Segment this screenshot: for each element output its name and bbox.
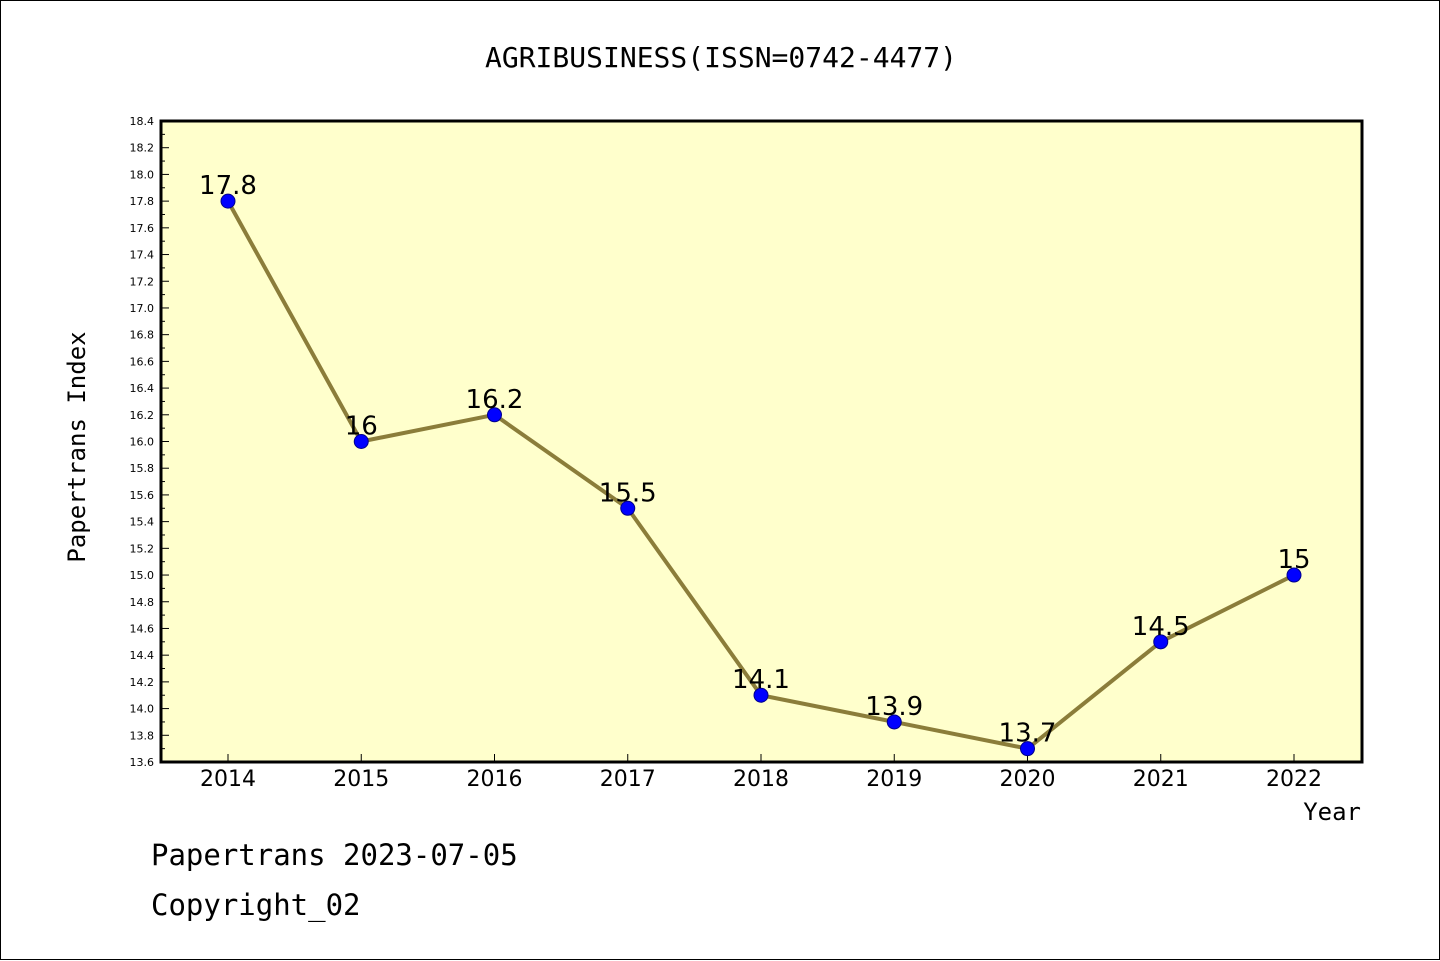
y-tick-label: 17.8 xyxy=(130,195,155,208)
y-tick-label: 17.2 xyxy=(130,275,155,288)
x-tick-label: 2021 xyxy=(1133,767,1189,792)
data-point xyxy=(1286,567,1302,583)
data-point xyxy=(220,193,236,209)
data-point xyxy=(1153,634,1169,650)
footer-date: Papertrans 2023-07-05 xyxy=(151,838,518,872)
y-tick-label: 14.6 xyxy=(130,622,155,635)
y-tick-label: 15.2 xyxy=(130,542,155,555)
y-tick-label: 14.4 xyxy=(130,649,155,662)
y-tick-label: 17.6 xyxy=(130,222,155,235)
data-label: 15 xyxy=(1277,545,1310,575)
x-tick-label: 2018 xyxy=(733,767,789,792)
data-label: 16.2 xyxy=(466,385,524,415)
data-label: 14.1 xyxy=(732,665,790,695)
data-point xyxy=(753,687,769,703)
data-label: 17.8 xyxy=(199,171,257,201)
chart-title: AGRIBUSINESS(ISSN=0742-4477) xyxy=(485,41,957,74)
data-label: 14.5 xyxy=(1132,612,1190,642)
data-point xyxy=(886,714,902,730)
y-tick-label: 16.8 xyxy=(130,329,155,342)
y-axis: 13.6 13.8 14.0 14.2 14.4 14.6 14.8 15.0 15.2 15.4… xyxy=(130,115,169,769)
series-layer xyxy=(220,193,1302,757)
x-axis-label: Year xyxy=(1303,798,1361,826)
y-axis-label: Papertrans Index xyxy=(63,331,91,562)
y-tick-label: 14.0 xyxy=(130,703,155,716)
y-tick-label: 18.4 xyxy=(130,115,155,128)
x-tick-label: 2016 xyxy=(467,767,523,792)
y-tick-label: 17.0 xyxy=(130,302,155,315)
data-point xyxy=(620,500,636,516)
x-tick-label: 2022 xyxy=(1266,767,1322,792)
data-label: 13.9 xyxy=(865,692,923,722)
y-tick-label: 13.8 xyxy=(130,729,155,742)
plot-border xyxy=(159,119,1364,764)
y-tick-label: 16.4 xyxy=(130,382,155,395)
x-tick-label: 2019 xyxy=(866,767,922,792)
x-tick-label: 2015 xyxy=(333,767,389,792)
x-tick-label: 2017 xyxy=(600,767,656,792)
x-axis: 2014 2015 2016 2017 2018 2019 2020 2021 2022 xyxy=(200,754,1322,792)
x-tick-label: 2020 xyxy=(1000,767,1056,792)
y-tick-label: 13.6 xyxy=(130,756,155,769)
y-tick-label: 14.2 xyxy=(130,676,155,689)
y-tick-label: 16.6 xyxy=(130,355,155,368)
footer-copyright: Copyright_02 xyxy=(151,888,361,923)
x-tick-label: 2014 xyxy=(200,767,256,792)
data-point xyxy=(1020,741,1035,757)
y-tick-label: 15.8 xyxy=(130,462,155,475)
data-point xyxy=(353,434,369,449)
data-label: 13.7 xyxy=(999,719,1057,749)
y-tick-label: 15.6 xyxy=(130,489,155,502)
y-tick-label: 17.4 xyxy=(130,249,155,262)
y-tick-label: 18.2 xyxy=(130,142,155,155)
data-label: 15.5 xyxy=(599,478,657,508)
y-tick-label: 14.8 xyxy=(130,596,155,609)
data-point xyxy=(487,407,502,423)
y-tick-label: 18.0 xyxy=(130,168,155,181)
data-labels: 17.8 16 16.2 15.5 14.1 13.9 13.7 14.5 15 xyxy=(199,171,1310,749)
data-label: 16 xyxy=(345,412,378,442)
y-tick-label: 16.2 xyxy=(130,409,155,422)
y-tick-label: 15.0 xyxy=(130,569,155,582)
y-tick-label: 15.4 xyxy=(130,516,155,529)
y-tick-label: 16.0 xyxy=(130,436,155,449)
